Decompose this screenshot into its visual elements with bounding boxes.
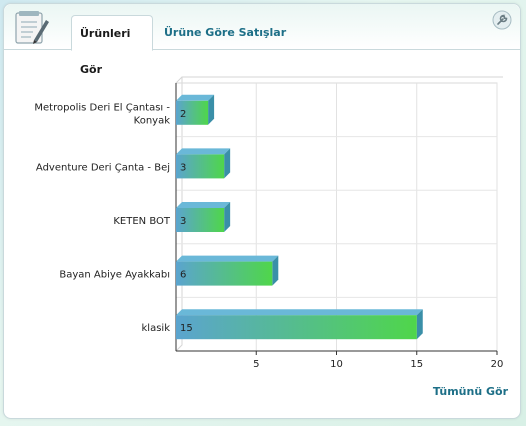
view-all-link[interactable]: Tümünü Gör <box>432 385 508 398</box>
notepad-pen-icon <box>15 11 49 44</box>
bar-value-label-2: 3 <box>180 216 186 227</box>
bar-0 <box>176 100 209 125</box>
bar-top-3 <box>176 255 279 262</box>
bar-value-label-1: 3 <box>180 162 186 173</box>
category-label-2: KETEN BOT <box>113 216 171 227</box>
category-label-1: Adventure Deri Çanta - Bej <box>36 162 170 173</box>
bar-side-1 <box>224 148 231 179</box>
bar-top-1 <box>176 148 231 155</box>
bar-top-0 <box>176 94 215 101</box>
x-tick-label-1: 10 <box>330 359 343 370</box>
bar-side-0 <box>208 94 215 125</box>
bar-value-label-4: 15 <box>180 323 193 334</box>
category-label-4: klasik <box>142 323 171 334</box>
bar-4 <box>176 315 417 340</box>
bar-chart: 5 10 15 20 2 Metropolis Deri El Çantası - Kony… <box>34 76 504 370</box>
bar-top-2 <box>176 202 231 208</box>
category-label-0-line-0: Metropolis Deri El Çantası - <box>34 102 170 113</box>
bar-side-4 <box>416 309 423 340</box>
x-tick-label-0: 5 <box>253 359 259 370</box>
bar-side-3 <box>272 255 279 286</box>
x-tick-label-2: 15 <box>410 359 423 370</box>
wrench-icon[interactable] <box>492 10 512 30</box>
bar-side-2 <box>224 202 231 232</box>
category-label-3: Bayan Abiye Ayakkabı <box>59 270 170 281</box>
category-label-0-line-1: Konyak <box>134 115 171 126</box>
bar-2 <box>176 208 225 232</box>
tab-sales-by-product[interactable]: Ürüne Göre Satışlar <box>164 26 287 39</box>
bar-3 <box>176 261 273 286</box>
bar-value-label-3: 6 <box>180 270 186 281</box>
bar-top-4 <box>176 309 423 316</box>
bar-1 <box>176 154 225 179</box>
widget-panel: Ürünleri Gör Ürüne Göre Satışlar 5 10 15 20… <box>3 3 521 419</box>
x-tick-label-3: 20 <box>491 359 504 370</box>
tab-products[interactable]: Ürünleri Gör <box>71 15 153 76</box>
bar-value-label-0: 2 <box>180 109 186 120</box>
plot-corner-line <box>175 76 183 84</box>
